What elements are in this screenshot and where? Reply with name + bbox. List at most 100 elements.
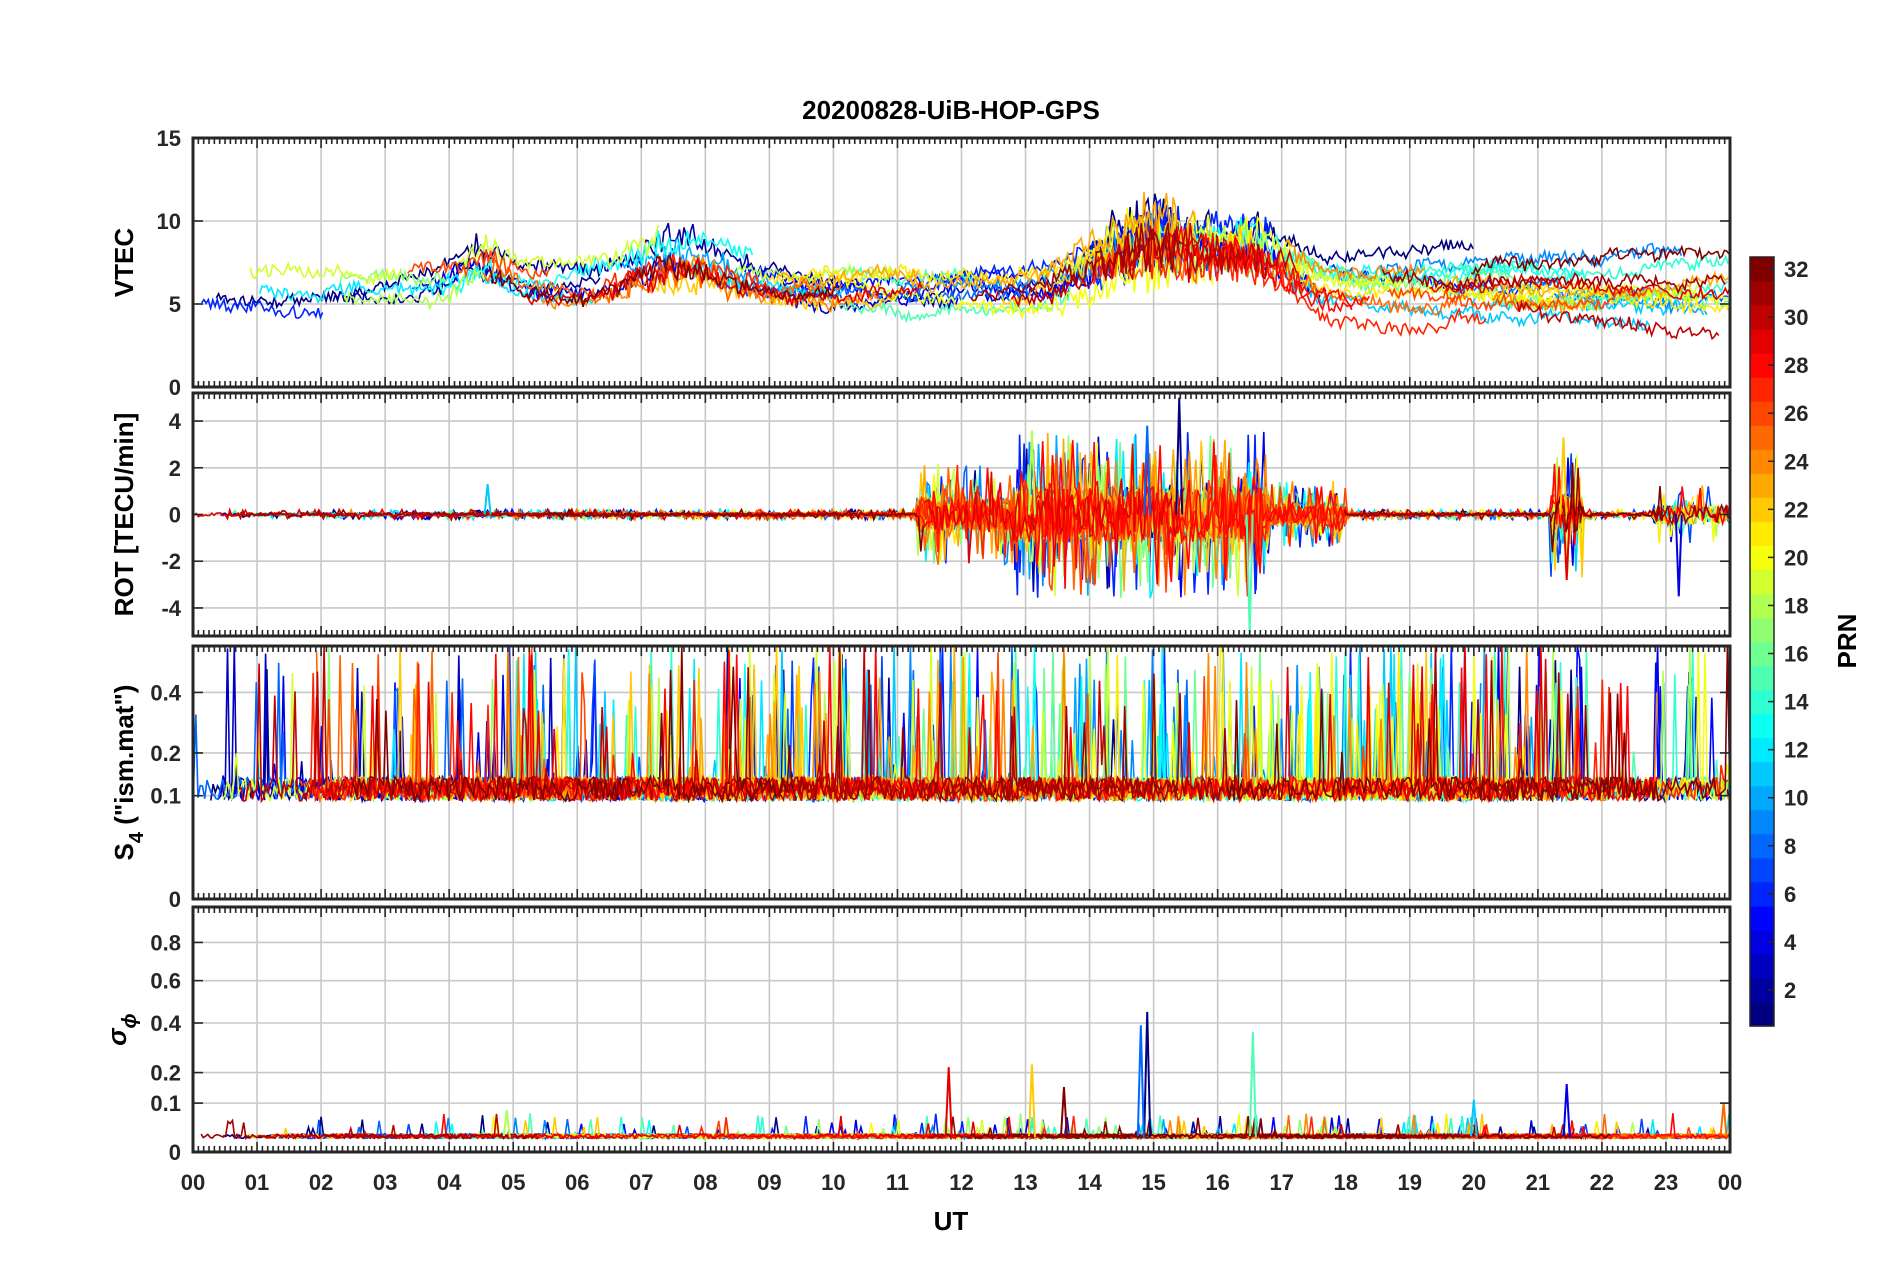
series-prn-23: [775, 262, 919, 290]
series-prn-26: [1387, 284, 1653, 313]
grid-sigma: [193, 907, 1730, 1152]
colorbar-tick-label: 2: [1784, 978, 1796, 1003]
peak-mark: [1559, 437, 1568, 515]
y-tick-label: 4: [169, 409, 182, 434]
chart-title: 20200828-UiB-HOP-GPS: [802, 95, 1100, 125]
x-tick-label: 19: [1398, 1170, 1422, 1195]
series-prn-30: [238, 646, 635, 804]
y-tick-label: 0.2: [150, 1061, 181, 1086]
peak-mark: [1027, 430, 1036, 515]
colorbar-tick-label: 8: [1784, 834, 1796, 859]
panel-rot: -4 -2 0 2 4 ROT [TECU/min]: [109, 391, 1732, 638]
colorbar-segment: [1750, 377, 1774, 402]
y-tick-label: 15: [157, 126, 181, 151]
peak-mark: [944, 1067, 953, 1138]
series-prn-29: [1429, 273, 1730, 301]
x-tick-label: 00: [181, 1170, 205, 1195]
panel-vtec: 0 5 10 15 VTEC: [109, 126, 1732, 400]
x-tick-label: 10: [821, 1170, 845, 1195]
colorbar-segment: [1750, 569, 1774, 595]
series-prn-32: [1226, 646, 1730, 803]
y-label-main: σ: [102, 1027, 132, 1046]
x-tick-label: 23: [1654, 1170, 1678, 1195]
x-tick-label: 17: [1269, 1170, 1293, 1195]
series-prn-32: [969, 1116, 1406, 1141]
series-prn-31: [1381, 267, 1726, 295]
x-axis-ticks: 00 01 02 03 04 05 06 07 08 09 10 11 12 13 14 15 16 17 18 19…: [181, 1170, 1742, 1195]
colorbar-tick-label: 16: [1784, 642, 1808, 667]
y-tick-label: -4: [161, 596, 181, 621]
x-tick-label: 16: [1205, 1170, 1229, 1195]
series-prn-17: [1340, 266, 1602, 313]
peak-mark: [1469, 1099, 1478, 1138]
series-prn-18: [732, 262, 900, 285]
y-tick-label: 0.4: [150, 680, 181, 705]
x-tick-label: 08: [693, 1170, 717, 1195]
axes-box-s4: [191, 644, 1732, 901]
peak-mark: [1136, 1025, 1145, 1138]
x-tick-label: 03: [373, 1170, 397, 1195]
colorbar-tick-label: 24: [1784, 449, 1809, 474]
series-prn-6: [200, 296, 324, 321]
colorbar-segment: [1750, 281, 1774, 306]
series-prn-30: [1516, 299, 1720, 341]
series-prn-19: [249, 261, 402, 287]
series-prn-32: [1343, 462, 1664, 553]
x-tick-label: 01: [245, 1170, 269, 1195]
y-tick-label: 0.6: [150, 969, 181, 994]
peak-mark: [1719, 1103, 1728, 1138]
series-prn-24: [1491, 289, 1596, 314]
colorbar-tick-label: 22: [1784, 497, 1808, 522]
colorbar-segment: [1750, 329, 1774, 354]
peak-mark: [1027, 1064, 1036, 1138]
y-tick-label: 5: [169, 292, 181, 317]
panel-s4: 00.10.20.4S4 ("ism.mat"): [109, 644, 1732, 912]
series-prn-31: [200, 1118, 538, 1141]
colorbar-tick-label: 32: [1784, 257, 1808, 282]
x-tick-label: 04: [437, 1170, 462, 1195]
colorbar-segment: [1750, 425, 1774, 450]
y-tick-label: 0.8: [150, 930, 181, 955]
x-tick-label: 06: [565, 1170, 589, 1195]
x-tick-label: 22: [1590, 1170, 1614, 1195]
x-tick-label: 21: [1526, 1170, 1550, 1195]
colorbar-tick-label: 10: [1784, 786, 1808, 811]
peak-mark: [1562, 514, 1571, 580]
peak-mark: [1245, 514, 1254, 636]
colorbar-tick-label: 4: [1784, 930, 1797, 955]
colorbar-segment: [1750, 665, 1774, 691]
colorbar-segment: [1750, 857, 1774, 883]
x-axis-label: UT: [934, 1206, 969, 1236]
y-tick-label: 0.4: [150, 1011, 181, 1036]
series-prn-31: [970, 222, 1178, 303]
peak-mark: [1175, 397, 1184, 515]
axes-box-vtec: [191, 136, 1732, 389]
y-tick-label: 0: [169, 1140, 181, 1165]
series-prn-31: [928, 692, 1251, 804]
series-prn-32: [1007, 1117, 1611, 1140]
x-tick-label: 05: [501, 1170, 525, 1195]
colorbar-frame: [1749, 256, 1775, 1027]
colorbar-tick-label: 28: [1784, 353, 1808, 378]
axes-box-sigma: [191, 905, 1732, 1154]
series-group-s4: [193, 646, 1730, 805]
colorbar-segment: [1750, 473, 1774, 498]
series-prn-14: [1458, 254, 1729, 284]
y-axis-label-rot: ROT [TECU/min]: [109, 413, 139, 617]
x-tick-label: 18: [1334, 1170, 1358, 1195]
series-prn-32: [488, 255, 837, 308]
colorbar-segment: [1750, 953, 1774, 979]
series-prn-27: [1413, 679, 1729, 803]
y-label-main: S: [109, 843, 139, 860]
peak-mark: [1059, 1087, 1068, 1138]
colorbar-tick-label: 20: [1784, 545, 1808, 570]
series-group-vtec: [200, 191, 1730, 341]
x-tick-label: 11: [886, 1170, 909, 1195]
series-prn-31: [246, 507, 580, 521]
x-tick-label: 07: [629, 1170, 653, 1195]
x-tick-label: 09: [757, 1170, 781, 1195]
colorbar-segment: [1750, 713, 1774, 739]
x-tick-label: 14: [1077, 1170, 1102, 1195]
